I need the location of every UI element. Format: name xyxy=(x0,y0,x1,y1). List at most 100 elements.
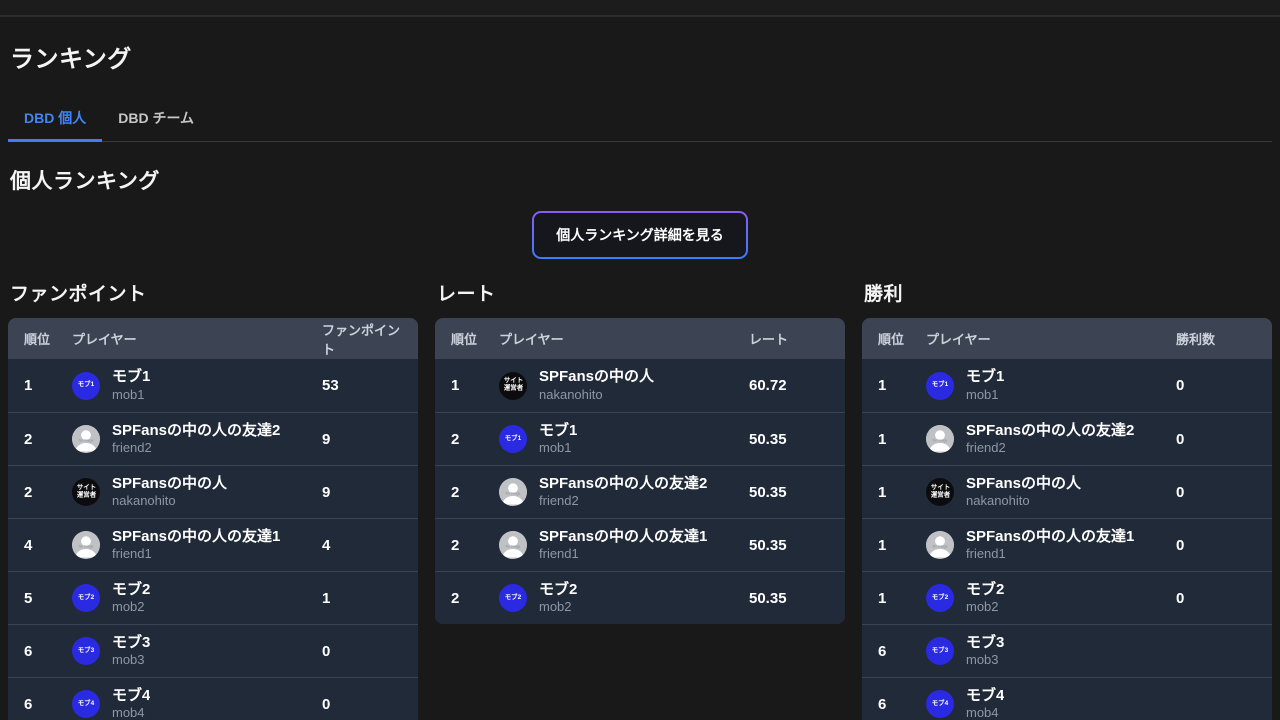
no-image-avatar-icon: No Image xyxy=(72,531,100,559)
player-name: モブ3 xyxy=(966,633,1005,651)
value-cell: 4 xyxy=(322,536,331,554)
value-cell: 50.35 xyxy=(749,589,787,607)
table-body: 1 モブ1 モブ1 mob1 53 2 No Image SPFansの中の人の… xyxy=(8,359,418,720)
player-avatar-icon: モブ3 xyxy=(926,637,954,665)
player-id: nakanohito xyxy=(112,493,176,509)
avatar-label: モブ2 xyxy=(77,594,95,601)
rank-cell: 2 xyxy=(24,430,33,448)
main-content: ランキング DBD 個人 DBD チーム 個人ランキング 個人ランキング詳細を見… xyxy=(0,39,1280,720)
tab-dbd-team[interactable]: DBD チーム xyxy=(118,110,195,126)
player-id: mob1 xyxy=(539,440,572,456)
no-image-avatar-icon: No Image xyxy=(499,478,527,506)
svg-text:No Image: No Image xyxy=(933,544,948,548)
rank-cell: 1 xyxy=(878,536,887,554)
value-column-header: ファンポイント xyxy=(322,322,401,357)
player-names: モブ2 mob2 xyxy=(966,581,1004,616)
table-body: 1 サイト 運営者 SPFansの中の人 nakanohito 60.72 2 … xyxy=(435,359,845,624)
value-cell: 1 xyxy=(322,589,331,607)
player-name: SPFansの中の人 xyxy=(539,368,655,385)
player-names: モブ4 mob4 xyxy=(112,687,150,720)
player-id: mob3 xyxy=(966,652,999,668)
table-header-row: 順位 プレイヤー 勝利数 xyxy=(862,318,1272,359)
avatar-label: モブ1 xyxy=(504,435,522,442)
ranking-detail-button[interactable]: 個人ランキング詳細を見る xyxy=(532,211,748,259)
table-row[interactable]: 2 No Image SPFansの中の人の友達2 friend2 50.35 xyxy=(435,465,845,518)
player-avatar-icon: モブ1 xyxy=(499,425,527,453)
table-row[interactable]: 5 モブ2 モブ2 mob2 1 xyxy=(8,571,418,624)
value-column-header: 勝利数 xyxy=(1176,332,1216,347)
player-names: モブ2 mob2 xyxy=(112,581,150,616)
avatar-label: モブ4 xyxy=(931,700,949,707)
player-names: モブ1 mob1 xyxy=(539,422,577,457)
rank-cell: 2 xyxy=(451,589,460,607)
table-row[interactable]: 1 No Image SPFansの中の人の友達2 friend2 0 xyxy=(862,412,1272,465)
value-cell: 0 xyxy=(322,695,331,713)
table-row[interactable]: 2 モブ2 モブ2 mob2 50.35 xyxy=(435,571,845,624)
avatar-label: モブ2 xyxy=(931,594,949,601)
player-id: mob2 xyxy=(966,599,999,615)
player-id: friend1 xyxy=(539,546,579,562)
player-cell: モブ1 モブ1 mob1 xyxy=(926,368,1172,403)
rank-cell: 1 xyxy=(878,430,887,448)
svg-text:No Image: No Image xyxy=(79,438,94,442)
site-admin-avatar-icon: サイト 運営者 xyxy=(499,371,527,400)
player-name: モブ1 xyxy=(112,368,151,385)
player-id: mob1 xyxy=(112,386,145,402)
table-row[interactable]: 6 モブ3 モブ3 mob3 xyxy=(862,624,1272,677)
player-cell: No Image SPFansの中の人の友達1 friend1 xyxy=(72,528,318,563)
player-name: モブ3 xyxy=(112,633,151,651)
table-row[interactable]: 1 No Image SPFansの中の人の友達1 friend1 0 xyxy=(862,518,1272,571)
value-cell: 0 xyxy=(1176,589,1185,607)
player-column-header: プレイヤー xyxy=(499,332,564,347)
table-row[interactable]: 2 No Image SPFansの中の人の友達2 friend2 9 xyxy=(8,412,418,465)
player-name: SPFansの中の人の友達1 xyxy=(966,527,1135,545)
player-id: mob3 xyxy=(112,652,145,668)
player-names: SPFansの中の人 nakanohito xyxy=(539,368,654,403)
value-cell: 0 xyxy=(1176,377,1185,394)
table-row[interactable]: 6 モブ4 モブ4 mob4 xyxy=(862,677,1272,720)
table-row[interactable]: 4 No Image SPFansの中の人の友達1 friend1 4 xyxy=(8,518,418,571)
table-row[interactable]: 6 モブ4 モブ4 mob4 0 xyxy=(8,677,418,720)
player-names: モブ2 mob2 xyxy=(539,581,577,616)
player-avatar-icon: モブ3 xyxy=(72,637,100,665)
table-row[interactable]: 2 No Image SPFansの中の人の友達1 friend1 50.35 xyxy=(435,518,845,571)
avatar-label: モブ3 xyxy=(77,647,95,654)
value-cell: 9 xyxy=(322,483,331,501)
player-names: SPFansの中の人 nakanohito xyxy=(966,475,1081,510)
avatar-label: モブ1 xyxy=(931,381,949,389)
rank-cell: 6 xyxy=(24,695,33,713)
svg-text:No Image: No Image xyxy=(79,544,94,548)
table-row[interactable]: 1 サイト 運営者 SPFansの中の人 nakanohito 0 xyxy=(862,465,1272,518)
player-cell: No Image SPFansの中の人の友達2 friend2 xyxy=(72,422,318,457)
player-name: モブ2 xyxy=(112,580,151,598)
table-row[interactable]: 2 モブ1 モブ1 mob1 50.35 xyxy=(435,412,845,465)
player-cell: モブ4 モブ4 mob4 xyxy=(926,687,1172,720)
table-row[interactable]: 1 モブ1 モブ1 mob1 53 xyxy=(8,359,418,412)
avatar-label: モブ3 xyxy=(931,647,949,654)
table-row[interactable]: 1 モブ2 モブ2 mob2 0 xyxy=(862,571,1272,624)
player-name: SPFansの中の人の友達2 xyxy=(112,421,281,439)
value-cell: 0 xyxy=(322,642,331,660)
rank-cell: 6 xyxy=(878,642,887,660)
player-column-header: プレイヤー xyxy=(926,332,991,347)
player-avatar-icon: モブ4 xyxy=(72,690,100,718)
table-row[interactable]: 6 モブ3 モブ3 mob3 0 xyxy=(8,624,418,677)
avatar-label: サイト 運営者 xyxy=(503,378,523,392)
player-avatar-icon: モブ1 xyxy=(926,371,954,400)
table-row[interactable]: 2 サイト 運営者 SPFansの中の人 nakanohito 9 xyxy=(8,465,418,518)
value-cell: 9 xyxy=(322,430,331,448)
rank-column-header: 順位 xyxy=(878,332,905,347)
rank-cell: 1 xyxy=(24,377,33,394)
tab-dbd-individual[interactable]: DBD 個人 xyxy=(8,99,103,142)
player-cell: サイト 運営者 SPFansの中の人 nakanohito xyxy=(499,368,745,403)
table-row[interactable]: 1 モブ1 モブ1 mob1 0 xyxy=(862,359,1272,412)
player-name: モブ4 xyxy=(112,686,151,704)
top-bar xyxy=(0,0,1280,17)
rank-cell: 1 xyxy=(878,483,887,501)
value-cell: 0 xyxy=(1176,483,1185,501)
table-row[interactable]: 1 サイト 運営者 SPFansの中の人 nakanohito 60.72 xyxy=(435,359,845,412)
ranking-table-section: 勝利 順位 プレイヤー 勝利数 1 モブ1 モブ1 mob1 0 1 No Im… xyxy=(862,279,1272,720)
player-names: モブ3 mob3 xyxy=(966,634,1004,669)
table-header-row: 順位 プレイヤー レート xyxy=(435,318,845,359)
table-body: 1 モブ1 モブ1 mob1 0 1 No Image SPFansの中の人の友… xyxy=(862,359,1272,720)
